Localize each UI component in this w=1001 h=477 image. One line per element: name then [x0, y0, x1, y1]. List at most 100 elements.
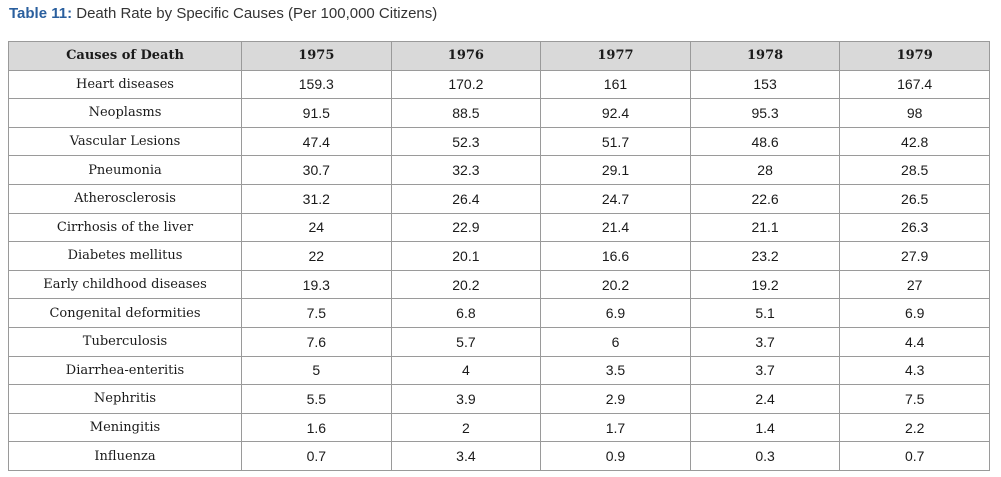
value-cell: 20.2	[390, 269, 542, 300]
death-rate-table: Causes of Death 1975 1976 1977 1978 1979…	[8, 41, 990, 471]
value-cell: 7.6	[241, 326, 392, 357]
value-cell: 42.8	[839, 126, 990, 157]
value-cell: 1.7	[540, 412, 691, 443]
value-cell: 3.7	[689, 355, 841, 386]
value-cell: 16.6	[540, 241, 691, 271]
value-cell: 31.2	[241, 183, 392, 214]
value-cell: 52.3	[390, 126, 542, 157]
value-cell: 2.9	[540, 384, 691, 414]
table-row: Neoplasms 91.5 88.5 92.4 95.3 98	[8, 98, 990, 128]
value-cell: 3.7	[689, 326, 841, 357]
value-cell: 0.9	[540, 441, 691, 471]
value-cell: 0.7	[839, 441, 990, 471]
value-cell: 26.4	[390, 183, 542, 214]
value-cell: 22	[241, 241, 392, 271]
value-cell: 27	[839, 269, 990, 300]
table-caption-label: Table 11:	[9, 5, 73, 22]
value-cell: 5.5	[241, 384, 392, 414]
value-cell: 0.3	[689, 441, 841, 471]
value-cell: 5.1	[689, 298, 841, 328]
value-cell: 23.2	[689, 241, 841, 271]
value-cell: 20.2	[540, 269, 691, 300]
header-cell: 1979	[839, 41, 990, 71]
table-row: Early childhood diseases 19.3 20.2 20.2 19.2…	[8, 269, 990, 300]
value-cell: 91.5	[241, 98, 392, 128]
value-cell: 5	[241, 355, 392, 386]
value-cell: 4.4	[839, 326, 990, 357]
cause-cell: Diarrhea-enteritis	[8, 355, 242, 386]
value-cell: 51.7	[540, 126, 691, 157]
value-cell: 3.5	[540, 355, 691, 386]
table-row: Atherosclerosis 31.2 26.4 24.7 22.6 26.5	[8, 183, 990, 214]
value-cell: 153	[689, 69, 841, 100]
value-cell: 24	[241, 212, 392, 243]
table-caption-text: Death Rate by Specific Causes (Per 100,0…	[72, 5, 438, 22]
table-row: Nephritis 5.5 3.9 2.9 2.4 7.5	[8, 384, 990, 414]
header-row: Causes of Death 1975 1976 1977 1978 1979	[8, 41, 990, 71]
cause-cell: Early childhood diseases	[8, 269, 242, 300]
value-cell: 30.7	[241, 155, 392, 185]
value-cell: 28	[689, 155, 841, 185]
value-cell: 21.1	[689, 212, 841, 243]
value-cell: 1.6	[241, 412, 392, 443]
table-row: Congenital deformities 7.5 6.8 6.9 5.1 6.9	[8, 298, 990, 328]
value-cell: 1.4	[689, 412, 841, 443]
cause-cell: Pneumonia	[8, 155, 242, 185]
cause-cell: Tuberculosis	[8, 326, 242, 357]
header-cell: 1976	[390, 41, 542, 71]
table-row: Vascular Lesions 47.4 52.3 51.7 48.6 42.8	[8, 126, 990, 157]
cause-cell: Cirrhosis of the liver	[8, 212, 242, 243]
value-cell: 27.9	[839, 241, 990, 271]
table-body: Heart diseases 159.3 170.2 161 153 167.4 Neopl…	[8, 69, 990, 471]
value-cell: 2.2	[839, 412, 990, 443]
value-cell: 7.5	[241, 298, 392, 328]
table-row: Tuberculosis 7.6 5.7 6 3.7 4.4	[8, 326, 990, 357]
value-cell: 4.3	[839, 355, 990, 386]
value-cell: 3.4	[390, 441, 542, 471]
value-cell: 19.2	[689, 269, 841, 300]
value-cell: 161	[540, 69, 691, 100]
header-cell: 1977	[540, 41, 691, 71]
cause-cell: Neoplasms	[8, 98, 242, 128]
table-row: Diarrhea-enteritis 5 4 3.5 3.7 4.3	[8, 355, 990, 386]
value-cell: 7.5	[839, 384, 990, 414]
table-row: Heart diseases 159.3 170.2 161 153 167.4	[8, 69, 990, 100]
value-cell: 28.5	[839, 155, 990, 185]
cause-cell: Meningitis	[8, 412, 242, 443]
table-row: Cirrhosis of the liver 24 22.9 21.4 21.1 26.3	[8, 212, 990, 243]
cause-cell: Heart diseases	[8, 69, 242, 100]
value-cell: 167.4	[839, 69, 990, 100]
cause-cell: Atherosclerosis	[8, 183, 242, 214]
value-cell: 6	[540, 326, 691, 357]
table-row: Diabetes mellitus 22 20.1 16.6 23.2 27.9	[8, 241, 990, 271]
cause-cell: Influenza	[8, 441, 242, 471]
value-cell: 20.1	[390, 241, 542, 271]
table-row: Meningitis 1.6 2 1.7 1.4 2.2	[8, 412, 990, 443]
value-cell: 5.7	[390, 326, 542, 357]
table-row: Pneumonia 30.7 32.3 29.1 28 28.5	[8, 155, 990, 185]
value-cell: 19.3	[241, 269, 392, 300]
value-cell: 26.5	[839, 183, 990, 214]
cause-cell: Vascular Lesions	[8, 126, 242, 157]
value-cell: 6.9	[540, 298, 691, 328]
value-cell: 22.6	[689, 183, 841, 214]
value-cell: 95.3	[689, 98, 841, 128]
value-cell: 3.9	[390, 384, 542, 414]
table-caption: Table 11: Death Rate by Specific Causes …	[9, 5, 437, 22]
cause-cell: Nephritis	[8, 384, 242, 414]
value-cell: 6.8	[390, 298, 542, 328]
cause-cell: Diabetes mellitus	[8, 241, 242, 271]
table-row: Influenza 0.7 3.4 0.9 0.3 0.7	[8, 441, 990, 471]
value-cell: 26.3	[839, 212, 990, 243]
value-cell: 98	[839, 98, 990, 128]
cause-cell: Congenital deformities	[8, 298, 242, 328]
value-cell: 4	[390, 355, 542, 386]
value-cell: 92.4	[540, 98, 691, 128]
header-cell: 1978	[689, 41, 841, 71]
value-cell: 47.4	[241, 126, 392, 157]
value-cell: 2.4	[689, 384, 841, 414]
value-cell: 170.2	[390, 69, 542, 100]
value-cell: 32.3	[390, 155, 542, 185]
value-cell: 21.4	[540, 212, 691, 243]
value-cell: 6.9	[839, 298, 990, 328]
